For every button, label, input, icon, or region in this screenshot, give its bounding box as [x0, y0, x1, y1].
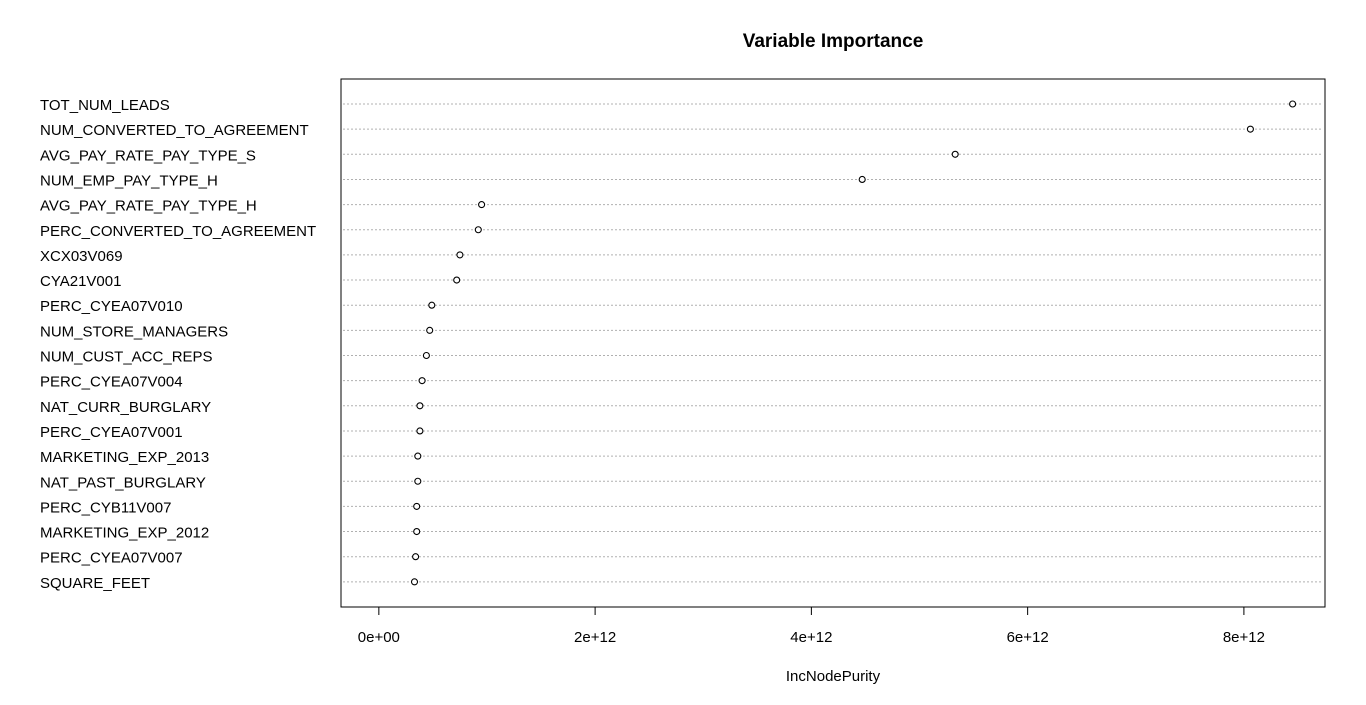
data-point: [456, 251, 464, 259]
data-point: [453, 276, 461, 284]
data-point: [422, 351, 430, 360]
data-point: [410, 578, 419, 586]
x-tick-label: 2e+12: [574, 629, 616, 646]
y-tick-label: NUM_CONVERTED_TO_AGREEMENT: [40, 122, 309, 139]
data-point: [951, 150, 959, 158]
grid-lines: [343, 103, 1323, 583]
x-axis: 0e+00 2e+12 4e+12 6e+12 8e+12: [358, 606, 1265, 646]
chart-title: Variable Importance: [743, 31, 924, 52]
x-tick-label: 6e+12: [1007, 629, 1049, 646]
y-tick-label: PERC_CYB11V007: [40, 499, 171, 516]
data-points: [410, 100, 1297, 586]
y-tick-label: MARKETING_EXP_2013: [40, 449, 209, 466]
data-point: [413, 502, 421, 510]
y-tick-label: NUM_EMP_PAY_TYPE_H: [40, 172, 218, 189]
data-point: [412, 553, 420, 561]
data-point: [413, 527, 421, 536]
data-point: [414, 477, 422, 485]
x-axis-title: IncNodePurity: [786, 668, 881, 685]
data-point: [418, 377, 426, 385]
data-point: [414, 452, 422, 460]
y-tick-label: PERC_CYEA07V010: [40, 298, 183, 315]
y-tick-label: TOT_NUM_LEADS: [40, 97, 170, 114]
y-tick-label: MARKETING_EXP_2012: [40, 525, 209, 542]
data-point: [426, 326, 434, 334]
x-tick-label: 0e+00: [358, 629, 400, 646]
y-tick-label: PERC_CYEA07V004: [40, 374, 183, 391]
data-point: [1289, 100, 1297, 108]
y-tick-label: CYA21V001: [40, 273, 121, 290]
x-tick-label: 8e+12: [1223, 629, 1265, 646]
y-tick-label: AVG_PAY_RATE_PAY_TYPE_S: [40, 147, 256, 164]
y-tick-label: PERC_CYEA07V001: [40, 424, 183, 441]
y-axis-labels: TOT_NUM_LEADS NUM_CONVERTED_TO_AGREEMENT A…: [40, 97, 316, 592]
y-tick-label: XCX03V069: [40, 248, 123, 265]
data-point: [416, 402, 424, 410]
y-tick-label: NAT_PAST_BURGLARY: [40, 474, 206, 491]
y-tick-label: PERC_CONVERTED_TO_AGREEMENT: [40, 223, 316, 240]
y-tick-label: PERC_CYEA07V007: [40, 550, 183, 567]
x-tick-label: 4e+12: [790, 629, 832, 646]
data-point: [428, 301, 436, 309]
y-tick-label: NAT_CURR_BURGLARY: [40, 399, 211, 416]
data-point: [1246, 125, 1254, 133]
y-tick-label: SQUARE_FEET: [40, 575, 150, 592]
y-tick-label: AVG_PAY_RATE_PAY_TYPE_H: [40, 198, 257, 215]
y-tick-label: NUM_CUST_ACC_REPS: [40, 349, 213, 366]
data-point: [858, 175, 866, 183]
data-point: [478, 201, 486, 209]
y-tick-label: NUM_STORE_MANAGERS: [40, 323, 228, 340]
plot-frame: [340, 78, 1326, 608]
data-point: [416, 427, 424, 435]
data-point: [474, 226, 482, 234]
